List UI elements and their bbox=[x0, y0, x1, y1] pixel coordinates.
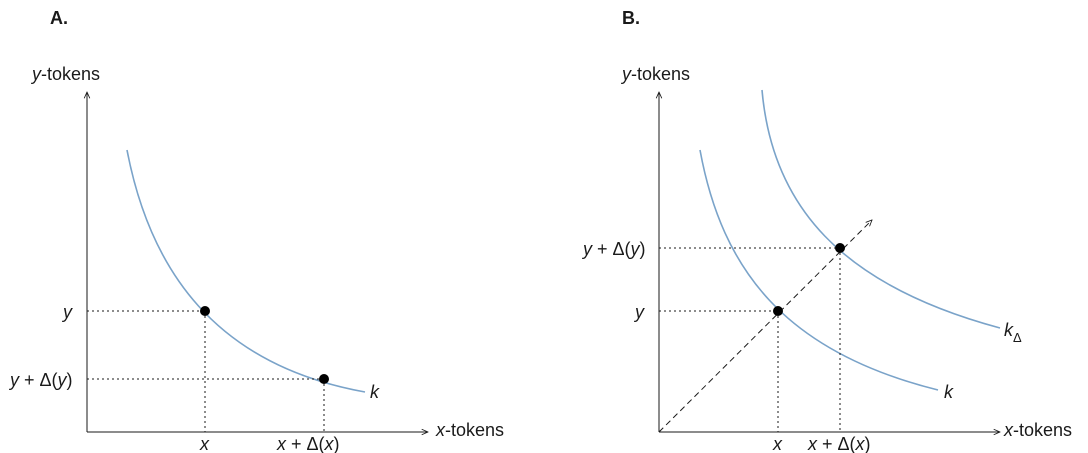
panel-b-x-tick-x: x bbox=[772, 434, 783, 453]
panel-b-curve-label-k-delta: kΔ bbox=[1004, 320, 1022, 345]
panel-b-expansion-ray bbox=[658, 220, 872, 433]
panel-a-y-axis-label: y-tokens bbox=[30, 64, 100, 84]
panel-a-title: A. bbox=[50, 8, 68, 28]
panel-a-curve-k bbox=[126, 149, 366, 393]
panel-b: y-tokens x-tokens k kΔ y + Δ(y) y x x bbox=[581, 64, 1072, 453]
panel-b-x-axis-label: x-tokens bbox=[1003, 420, 1072, 440]
panel-a-x-axis-label: x-tokens bbox=[435, 420, 504, 440]
panel-b-y-tick-y: y bbox=[633, 302, 645, 322]
panel-b-point-delta bbox=[835, 243, 845, 253]
panel-a-point-xy bbox=[200, 306, 210, 316]
panel-a-point-delta bbox=[319, 374, 329, 384]
panel-b-y-axis-label: y-tokens bbox=[620, 64, 690, 84]
panel-b-curve-k-delta bbox=[761, 89, 1001, 329]
panel-a-y-tick-y-delta: y + Δ(y) bbox=[8, 370, 73, 390]
panel-a-x-tick-x-delta: x + Δ(x) bbox=[276, 434, 340, 453]
panel-b-title: B. bbox=[622, 8, 640, 28]
panel-b-x-tick-x-delta: x + Δ(x) bbox=[807, 434, 871, 453]
panel-a: y-tokens x-tokens k y y + Δ(y) x x + Δ(x… bbox=[8, 64, 504, 453]
panel-b-curve-label-k: k bbox=[944, 382, 954, 402]
panel-b-y-tick-y-delta: y + Δ(y) bbox=[581, 239, 646, 259]
panel-b-point-xy bbox=[773, 306, 783, 316]
panel-a-x-tick-x: x bbox=[199, 434, 210, 453]
panel-b-curve-k bbox=[699, 149, 939, 391]
panel-a-curve-label-k: k bbox=[370, 382, 380, 402]
panel-a-y-tick-y: y bbox=[61, 302, 73, 322]
